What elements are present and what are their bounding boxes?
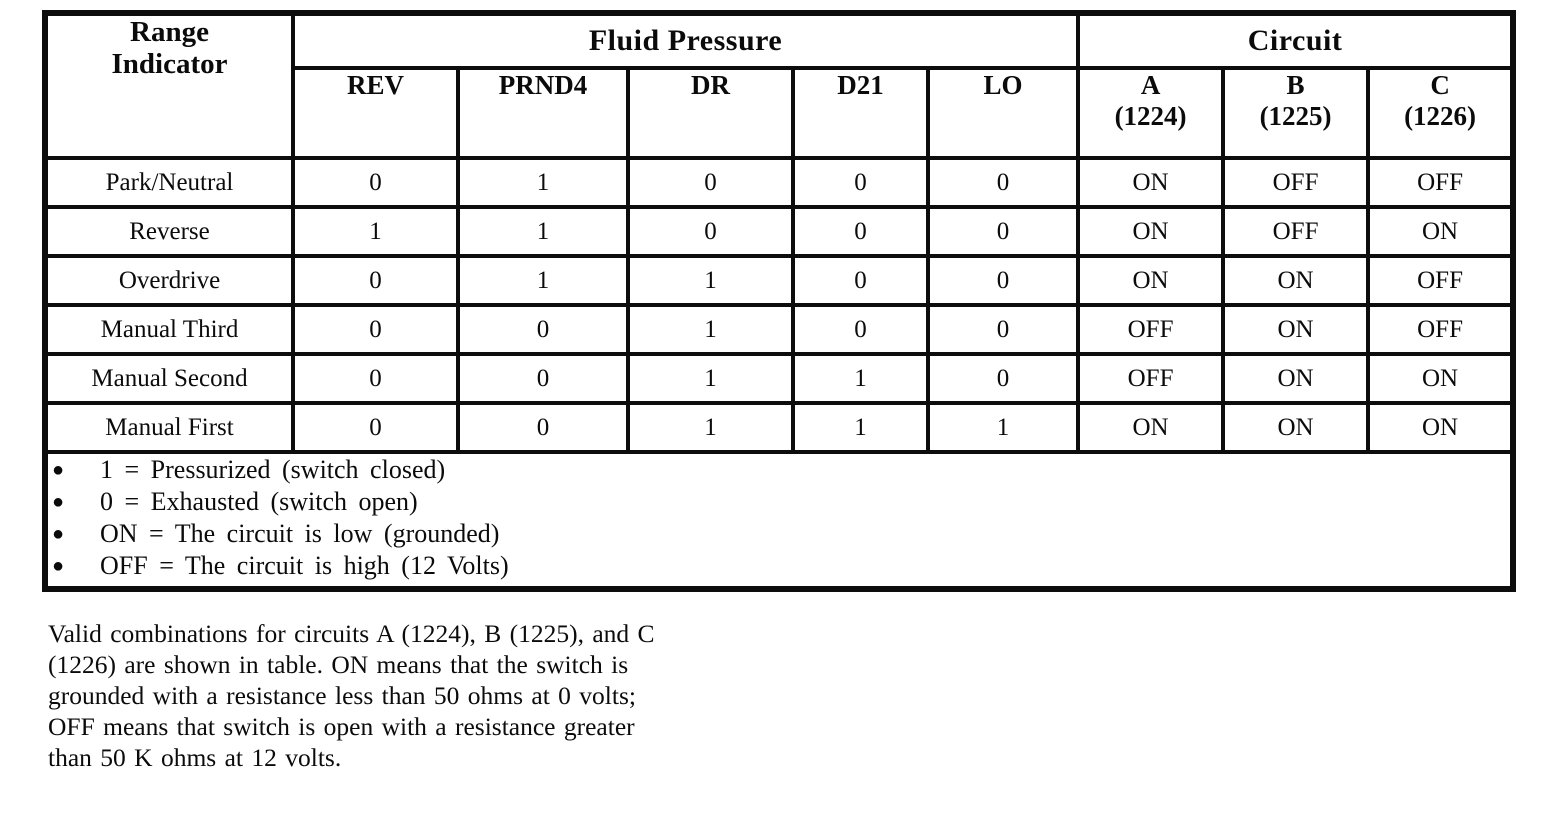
- header-col-circuit-a: A (1224): [1076, 66, 1226, 160]
- header-fluid-pressure: Fluid Pressure: [290, 11, 1081, 70]
- header-group-row: Range Indicator Fluid Pressure Circuit: [43, 11, 1516, 160]
- cell-value: 0: [291, 156, 460, 209]
- cell-value: ON: [1366, 205, 1516, 258]
- cell-value: 1: [791, 401, 930, 454]
- note-line: than 50 K ohms at 12 volts.: [48, 743, 342, 772]
- bullet-icon: ●: [52, 555, 65, 577]
- cell-value: OFF: [1366, 303, 1516, 356]
- legend-item: ● 0 = Exhausted (switch open): [48, 486, 1510, 518]
- cell-value: ON: [1221, 254, 1371, 307]
- cell-value: 0: [925, 352, 1081, 405]
- cell-value: ON: [1366, 352, 1516, 405]
- header-col-circuit-b: B (1225): [1221, 66, 1371, 160]
- cell-value: 1: [626, 352, 795, 405]
- header-col-prnd4: PRND4: [456, 66, 630, 160]
- row-label: Reverse: [43, 205, 295, 258]
- cell-value: ON: [1366, 401, 1516, 454]
- note-line: Valid combinations for circuits A (1224)…: [48, 619, 655, 648]
- cell-value: 0: [626, 205, 795, 258]
- row-label: Park/Neutral: [43, 156, 295, 209]
- cell-value: 1: [626, 401, 795, 454]
- header-col-dr: DR: [626, 66, 795, 160]
- legend-item: ● 1 = Pressurized (switch closed): [48, 454, 1510, 486]
- header-range-indicator: Range Indicator: [43, 11, 295, 160]
- table-row-overdrive: Overdrive 0 1 1 0 0 ON ON OFF: [43, 254, 1516, 307]
- legend-item: ● ON = The circuit is low (grounded): [48, 518, 1510, 550]
- table-header: Range Indicator Fluid Pressure Circuit R…: [43, 11, 1516, 160]
- legend-text: 1 = Pressurized (switch closed): [100, 455, 446, 484]
- note-line: grounded with a resistance less than 50 …: [48, 681, 636, 710]
- cell-value: 1: [456, 205, 630, 258]
- cell-value: ON: [1221, 303, 1371, 356]
- table-row-park-neutral: Park/Neutral 0 1 0 0 0 ON OFF OFF: [43, 156, 1516, 209]
- cell-value: 1: [456, 156, 630, 209]
- cell-value: 1: [925, 401, 1081, 454]
- cell-value: OFF: [1076, 303, 1226, 356]
- legend-item: ● OFF = The circuit is high (12 Volts): [48, 550, 1510, 582]
- cell-value: 1: [626, 254, 795, 307]
- cell-value: ON: [1221, 401, 1371, 454]
- legend-cell: ● 1 = Pressurized (switch closed) ● 0 = Ex…: [42, 450, 1516, 591]
- cell-value: 1: [626, 303, 795, 356]
- bullet-icon: ●: [52, 459, 65, 481]
- cell-value: OFF: [1221, 205, 1371, 258]
- cell-value: 1: [791, 352, 930, 405]
- cell-value: 0: [791, 303, 930, 356]
- header-col-lo: LO: [925, 66, 1081, 160]
- cell-value: 0: [456, 352, 630, 405]
- cell-value: 0: [925, 303, 1081, 356]
- cell-value: 0: [626, 156, 795, 209]
- cell-value: 0: [791, 205, 930, 258]
- cell-value: 1: [456, 254, 630, 307]
- cell-value: ON: [1221, 352, 1371, 405]
- cell-value: 0: [791, 254, 930, 307]
- note-paragraph: Valid combinations for circuits A (1224)…: [48, 618, 768, 773]
- header-col-d21: D21: [791, 66, 930, 160]
- cell-value: ON: [1076, 205, 1226, 258]
- table-legend-row: ● 1 = Pressurized (switch closed) ● 0 = Ex…: [42, 450, 1516, 591]
- note-line: (1226) are shown in table. ON means that…: [48, 650, 629, 679]
- cell-value: 1: [291, 205, 460, 258]
- table-row-reverse: Reverse 1 1 0 0 0 ON OFF ON: [43, 205, 1516, 258]
- cell-value: 0: [291, 352, 460, 405]
- table-row-manual-second: Manual Second 0 0 1 1 0 OFF ON ON: [43, 352, 1516, 405]
- cell-value: 0: [291, 254, 460, 307]
- range-switch-logic-table: Range Indicator Fluid Pressure Circuit R…: [42, 10, 1517, 592]
- cell-value: 0: [925, 254, 1081, 307]
- header-col-rev: REV: [291, 66, 460, 160]
- cell-value: 0: [456, 303, 630, 356]
- cell-value: OFF: [1221, 156, 1371, 209]
- cell-value: OFF: [1366, 254, 1516, 307]
- cell-value: 0: [791, 156, 930, 209]
- legend-text: 0 = Exhausted (switch open): [100, 487, 418, 516]
- cell-value: OFF: [1366, 156, 1516, 209]
- cell-value: OFF: [1076, 352, 1226, 405]
- bullet-icon: ●: [52, 523, 65, 545]
- cell-value: ON: [1076, 401, 1226, 454]
- cell-value: 0: [925, 205, 1081, 258]
- header-sub-row: REV PRND4 DR D21 LO A (1224) B (1225) C …: [45, 66, 1516, 160]
- row-label: Manual First: [43, 401, 295, 454]
- cell-value: 0: [925, 156, 1081, 209]
- cell-value: ON: [1076, 156, 1226, 209]
- row-label: Manual Second: [43, 352, 295, 405]
- cell-value: 0: [291, 401, 460, 454]
- legend-text: OFF = The circuit is high (12 Volts): [100, 551, 509, 580]
- row-label: Overdrive: [43, 254, 295, 307]
- header-col-circuit-c: C (1226): [1366, 66, 1516, 160]
- header-circuit: Circuit: [1076, 11, 1516, 70]
- cell-value: ON: [1076, 254, 1226, 307]
- table-row-manual-first: Manual First 0 0 1 1 1 ON ON ON: [43, 401, 1516, 454]
- row-label: Manual Third: [43, 303, 295, 356]
- table-body: Park/Neutral 0 1 0 0 0 ON OFF OFF Revers…: [42, 156, 1516, 591]
- legend-text: ON = The circuit is low (grounded): [100, 519, 500, 548]
- bullet-icon: ●: [52, 491, 65, 513]
- table-row-manual-third: Manual Third 0 0 1 0 0 OFF ON OFF: [43, 303, 1516, 356]
- cell-value: 0: [291, 303, 460, 356]
- cell-value: 0: [456, 401, 630, 454]
- note-line: OFF means that switch is open with a res…: [48, 712, 635, 741]
